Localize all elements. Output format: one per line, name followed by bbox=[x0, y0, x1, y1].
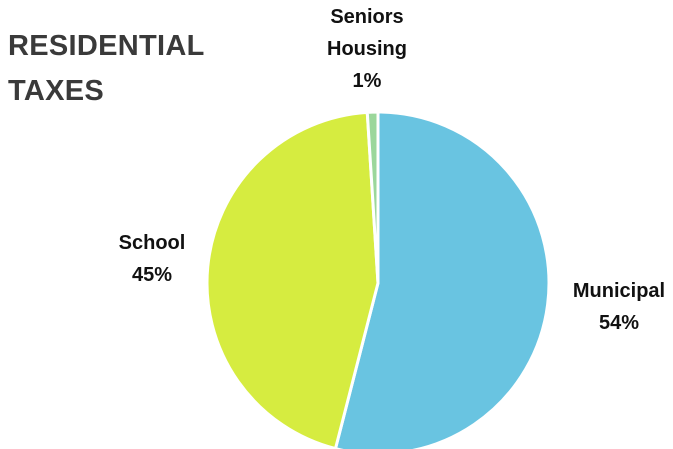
pie-label-name: Municipal bbox=[573, 280, 665, 302]
pie-label-municipal: Municipal 54% bbox=[573, 280, 665, 334]
pie-label-name: School bbox=[119, 232, 186, 254]
pie-slice-school bbox=[205, 110, 380, 449]
pie-label-seniors-housing: Seniors Housing 1% bbox=[327, 6, 407, 92]
pie-label-percent: 45% bbox=[132, 264, 172, 286]
pie-labels: Municipal 54% School 45% Seniors Housing 1% bbox=[119, 6, 665, 334]
pie-label-school: School 45% bbox=[119, 232, 186, 286]
pie-slice-municipal bbox=[333, 110, 551, 449]
chart-title: RESIDENTIAL TAXES bbox=[8, 24, 268, 114]
pie-slice-seniors-housing bbox=[365, 110, 380, 285]
pie-label-percent: 54% bbox=[599, 312, 639, 334]
pie-slices bbox=[205, 110, 551, 449]
pie-label-name: Housing bbox=[327, 38, 407, 60]
pie-label-name: Seniors bbox=[330, 6, 403, 28]
chart-title-line-2: TAXES bbox=[8, 75, 105, 107]
chart-title-line-1: RESIDENTIAL bbox=[8, 30, 205, 62]
pie-label-percent: 1% bbox=[353, 70, 382, 92]
